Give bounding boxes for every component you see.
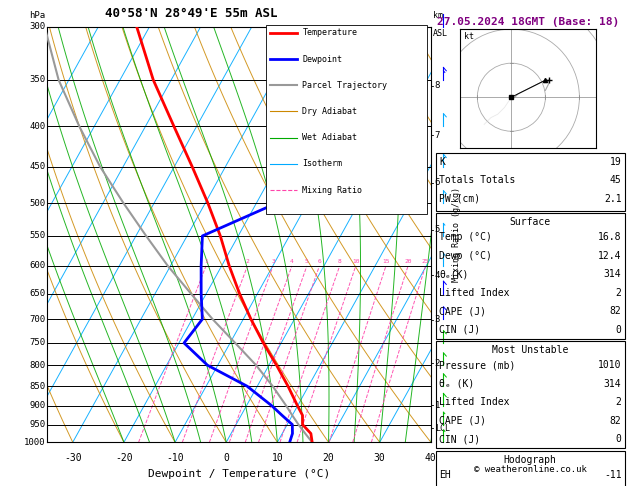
- Text: 900: 900: [29, 401, 45, 410]
- Text: 27.05.2024 18GMT (Base: 18): 27.05.2024 18GMT (Base: 18): [437, 17, 620, 27]
- Text: LCL: LCL: [435, 424, 450, 433]
- Text: 950: 950: [29, 420, 45, 429]
- Text: 5: 5: [305, 259, 309, 264]
- Text: 600: 600: [29, 261, 45, 270]
- Text: 40°58'N 28°49'E 55m ASL: 40°58'N 28°49'E 55m ASL: [104, 7, 277, 20]
- Text: 650: 650: [29, 289, 45, 298]
- Text: 3: 3: [271, 259, 275, 264]
- Text: 550: 550: [29, 231, 45, 241]
- Text: 7: 7: [435, 131, 440, 139]
- Text: Hodograph: Hodograph: [504, 455, 557, 465]
- Text: 1: 1: [435, 401, 440, 410]
- Text: kt: kt: [464, 33, 474, 41]
- Text: 750: 750: [29, 338, 45, 347]
- Text: 30: 30: [374, 452, 386, 463]
- Text: 314: 314: [604, 379, 621, 389]
- Text: θₑ (K): θₑ (K): [439, 379, 474, 389]
- Text: 0: 0: [223, 452, 229, 463]
- Text: 450: 450: [29, 162, 45, 171]
- Text: CAPE (J): CAPE (J): [439, 306, 486, 316]
- Text: Dewpoint: Dewpoint: [303, 54, 342, 64]
- Text: 5: 5: [435, 225, 440, 234]
- Text: © weatheronline.co.uk: © weatheronline.co.uk: [474, 465, 587, 474]
- Text: 1: 1: [204, 259, 208, 264]
- Text: 700: 700: [29, 314, 45, 324]
- Text: 314: 314: [604, 269, 621, 279]
- Text: 350: 350: [29, 75, 45, 85]
- Text: Totals Totals: Totals Totals: [439, 175, 515, 186]
- Text: 400: 400: [29, 122, 45, 131]
- Text: 20: 20: [404, 259, 412, 264]
- Text: CIN (J): CIN (J): [439, 325, 480, 335]
- Text: -11: -11: [604, 470, 621, 480]
- Text: Dry Adiabat: Dry Adiabat: [303, 107, 357, 116]
- Text: 25: 25: [422, 259, 430, 264]
- Text: 850: 850: [29, 382, 45, 391]
- Text: 1000: 1000: [24, 438, 45, 447]
- Text: Parcel Trajectory: Parcel Trajectory: [303, 81, 387, 90]
- Text: CIN (J): CIN (J): [439, 434, 480, 444]
- Text: 2: 2: [245, 259, 249, 264]
- Text: 15: 15: [382, 259, 390, 264]
- Text: 2.1: 2.1: [604, 194, 621, 204]
- Text: 800: 800: [29, 361, 45, 370]
- Text: Lifted Index: Lifted Index: [439, 288, 509, 298]
- Text: ASL: ASL: [433, 29, 448, 38]
- Text: K: K: [439, 157, 445, 167]
- Text: km: km: [433, 12, 443, 20]
- Text: 4: 4: [435, 271, 440, 280]
- FancyBboxPatch shape: [266, 25, 427, 214]
- Text: 500: 500: [29, 199, 45, 208]
- Text: 19: 19: [610, 157, 621, 167]
- Text: 20: 20: [323, 452, 335, 463]
- Text: 6: 6: [435, 178, 440, 188]
- Text: PW (cm): PW (cm): [439, 194, 480, 204]
- Text: -10: -10: [166, 452, 184, 463]
- Text: 1010: 1010: [598, 361, 621, 370]
- Text: CAPE (J): CAPE (J): [439, 416, 486, 426]
- Text: 4: 4: [290, 259, 294, 264]
- Text: 82: 82: [610, 416, 621, 426]
- Text: 0: 0: [616, 434, 621, 444]
- Text: Dewpoint / Temperature (°C): Dewpoint / Temperature (°C): [148, 469, 330, 479]
- Text: 12.4: 12.4: [598, 251, 621, 261]
- Text: 3: 3: [435, 315, 440, 324]
- Text: Surface: Surface: [509, 217, 551, 227]
- Text: Temperature: Temperature: [303, 29, 357, 37]
- Text: Temp (°C): Temp (°C): [439, 232, 492, 243]
- Text: hPa: hPa: [29, 12, 45, 20]
- Text: Most Unstable: Most Unstable: [492, 345, 569, 355]
- Text: Mixing Ratio: Mixing Ratio: [303, 186, 362, 194]
- Text: 6: 6: [318, 259, 321, 264]
- Text: Dewp (°C): Dewp (°C): [439, 251, 492, 261]
- Text: 10: 10: [352, 259, 360, 264]
- Text: 16.8: 16.8: [598, 232, 621, 243]
- Text: Pressure (mb): Pressure (mb): [439, 361, 515, 370]
- Text: θₑ(K): θₑ(K): [439, 269, 469, 279]
- Text: Isotherm: Isotherm: [303, 159, 342, 168]
- Text: 8: 8: [435, 81, 440, 90]
- Text: 2: 2: [616, 288, 621, 298]
- Text: 82: 82: [610, 306, 621, 316]
- Text: Lifted Index: Lifted Index: [439, 398, 509, 407]
- Text: 45: 45: [610, 175, 621, 186]
- Text: 2: 2: [616, 398, 621, 407]
- Text: Mixing Ratio (g/kg): Mixing Ratio (g/kg): [452, 187, 461, 282]
- Text: EH: EH: [439, 470, 451, 480]
- Text: 300: 300: [29, 22, 45, 31]
- Text: Wet Adiabat: Wet Adiabat: [303, 133, 357, 142]
- Text: 2: 2: [435, 359, 440, 367]
- Text: 10: 10: [272, 452, 283, 463]
- Text: 8: 8: [338, 259, 342, 264]
- Text: -30: -30: [64, 452, 82, 463]
- Text: -20: -20: [115, 452, 133, 463]
- Text: 40: 40: [425, 452, 437, 463]
- Text: 0: 0: [616, 325, 621, 335]
